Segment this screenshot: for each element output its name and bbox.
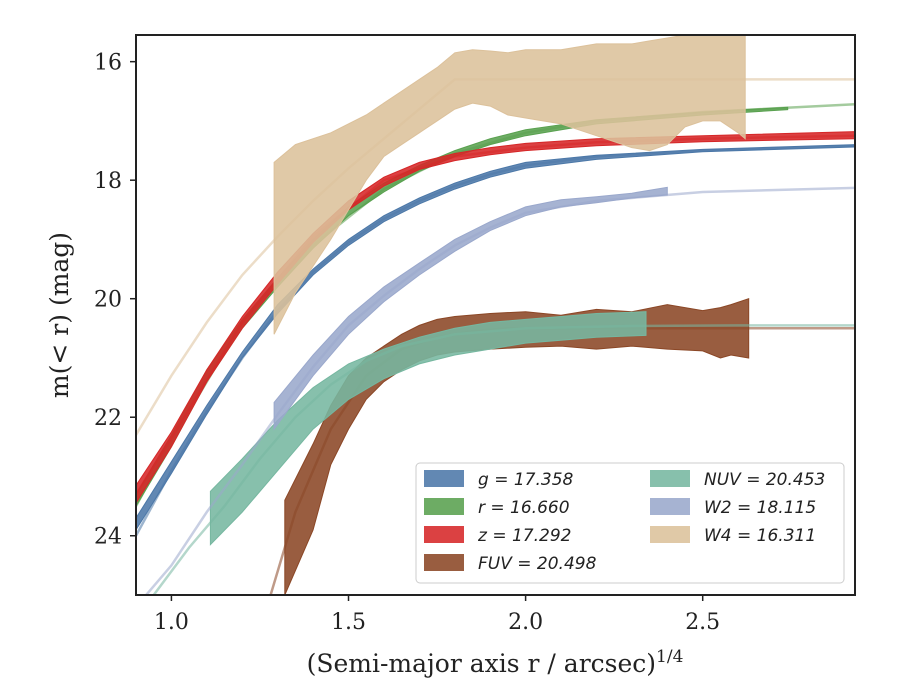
x-tick-label: 1.5	[331, 610, 366, 635]
legend-box	[415, 462, 845, 584]
legend: g = 17.358 r = 16.660 z = 17.292 FUV = 20.4…	[415, 462, 845, 584]
legend-swatch-z	[424, 526, 464, 543]
legend-label-z: z = 17.292	[477, 526, 571, 546]
y-axis-label: m(< r) (mag)	[45, 232, 74, 398]
legend-label-fuv: FUV = 20.498	[478, 554, 597, 574]
x-tick-label: 2.0	[508, 610, 543, 635]
y-tick-label: 22	[94, 406, 122, 431]
series-band-nuv	[209, 311, 647, 546]
legend-swatch-r	[424, 498, 464, 515]
series-band-w2	[273, 186, 668, 431]
y-tick-label: 16	[94, 51, 122, 76]
series-band-w4	[273, 35, 746, 335]
legend-label-g: g = 17.358	[478, 470, 574, 490]
y-tick-label: 20	[94, 288, 122, 313]
legend-swatch-fuv	[424, 554, 464, 571]
legend-swatch-w2	[650, 498, 690, 515]
y-tick-label: 24	[94, 525, 122, 550]
legend-swatch-nuv	[650, 470, 690, 487]
legend-swatch-w4	[650, 526, 690, 543]
series-model-w4	[136, 78, 855, 436]
plot-area	[136, 35, 855, 595]
axes: 1.0 1.5 2.0 2.5 16 18 20 22 24	[94, 51, 720, 635]
x-tick-label: 1.0	[154, 610, 189, 635]
y-tick-label: 18	[94, 169, 122, 194]
x-tick-label: 2.5	[685, 610, 720, 635]
plot-frame	[135, 34, 856, 596]
legend-label-r: r = 16.660	[478, 498, 570, 518]
legend-label-w2: W2 = 18.115	[704, 498, 816, 518]
legend-label-w4: W4 = 16.311	[704, 526, 816, 546]
series-band-r	[136, 106, 789, 508]
legend-swatch-g	[424, 470, 464, 487]
legend-label-nuv: NUV = 20.453	[704, 470, 825, 490]
x-axis-label: (Semi-major axis r / arcsec)1/4	[307, 647, 684, 678]
x-axis-label-exponent: 1/4	[656, 647, 683, 667]
